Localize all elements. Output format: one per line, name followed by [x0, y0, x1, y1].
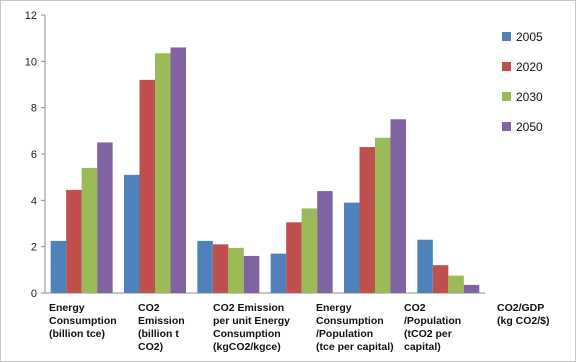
legend-swatch: [502, 32, 511, 41]
bar-2020: [212, 244, 229, 293]
y-tick-label: 12: [25, 10, 37, 22]
category-label: CO2/Population (tCO2 per capital): [404, 302, 461, 353]
legend-label: 2030: [516, 90, 543, 104]
bar-2020: [286, 222, 302, 293]
bar-2005: [124, 174, 140, 293]
y-tick-label: 10: [25, 56, 37, 68]
legend-label: 2005: [516, 30, 543, 44]
legend-swatch: [502, 122, 511, 131]
bar-2050: [97, 142, 113, 293]
y-tick-label: 2: [31, 242, 37, 254]
y-tick-label: 6: [31, 149, 37, 161]
y-tick-label: 0: [31, 288, 37, 300]
category-label: Energy Consumption/Population (tce per cap…: [316, 302, 394, 353]
bar-2030: [448, 275, 464, 293]
legend-swatch: [502, 62, 511, 71]
bar-2050: [463, 284, 480, 293]
bar-2020: [359, 147, 375, 293]
y-tick-label: 4: [31, 195, 37, 207]
bar-2020: [432, 265, 449, 293]
bar-2030: [375, 137, 391, 293]
bar-2020: [139, 79, 155, 293]
bar-2050: [317, 191, 333, 293]
category-label: CO2/GDP (kg CO2/$): [497, 302, 550, 327]
bar-2030: [301, 208, 318, 293]
bar-2030: [228, 247, 244, 293]
bar-2030: [155, 53, 171, 293]
bar-2030: [81, 167, 98, 293]
bar-2050: [243, 255, 260, 293]
y-tick-label: 8: [31, 103, 37, 115]
bar-2005: [50, 240, 67, 293]
bar-2050: [170, 47, 186, 293]
bar-2050: [390, 119, 406, 293]
legend-label: 2020: [516, 60, 543, 74]
bar-2020: [66, 189, 82, 293]
category-label: Energy Consumption (billion tce): [49, 302, 117, 340]
bar-2005: [270, 253, 287, 293]
legend-swatch: [502, 92, 511, 101]
bar-2005: [197, 240, 213, 293]
category-label: CO2 Emission per unit Energy Consumption (k…: [213, 302, 290, 353]
legend-label: 2050: [516, 120, 543, 134]
bar-2005: [344, 202, 360, 293]
bar-2005: [417, 239, 433, 293]
category-label: CO2 Emission (billion t CO2): [138, 302, 185, 353]
